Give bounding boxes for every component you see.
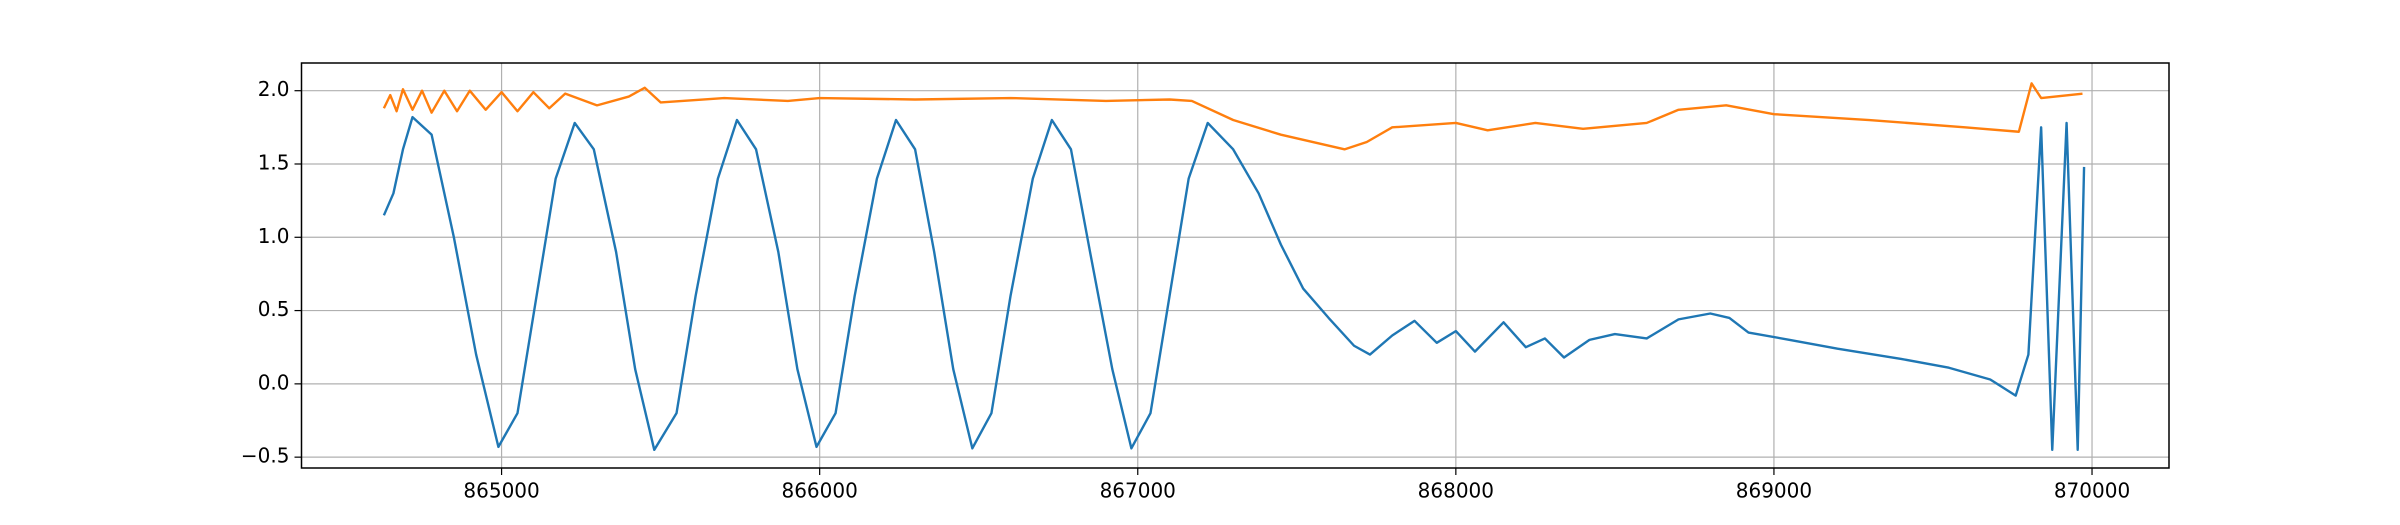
x-tick-label: 870000 [2054, 479, 2130, 503]
series-line [382, 115, 2086, 452]
x-tick-label: 868000 [1418, 479, 1494, 503]
y-tick-label: 1.0 [258, 224, 290, 248]
lines [382, 82, 2086, 452]
y-tick-label: 0.5 [258, 297, 290, 321]
y-tick-label: 2.0 [258, 77, 290, 101]
x-tick-label: 866000 [781, 479, 857, 503]
x-tick-label: 865000 [463, 479, 539, 503]
y-tick-label: 1.5 [258, 150, 290, 174]
x-tick-label: 867000 [1100, 479, 1176, 503]
y-tick-label: −0.5 [241, 444, 290, 468]
y-tick-label: 0.0 [258, 370, 290, 394]
series-line [382, 82, 2083, 151]
axes-frame [300, 62, 2170, 469]
x-tick-label: 869000 [1736, 479, 1812, 503]
grid [301, 63, 2169, 468]
ticks: 865000 866000 867000 868000 869000 870000 −0.5… [241, 77, 2130, 502]
